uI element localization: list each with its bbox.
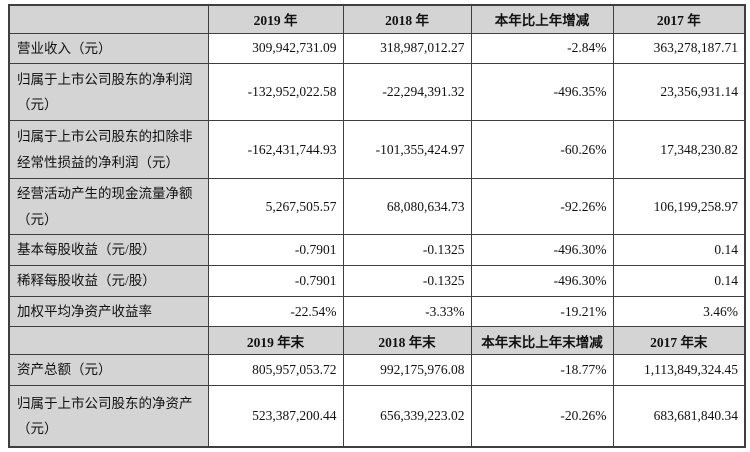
row-label: 稀释每股收益（元/股）: [8, 265, 209, 297]
header-row-annual: 2019 年 2018 年 本年比上年增减 2017 年: [8, 4, 746, 34]
value-2017: 1,113,849,324.45: [612, 354, 746, 386]
value-2019: 309,942,731.09: [207, 32, 344, 65]
table-row-operating-cash-flow: 经营活动产生的现金流量净额（元） 5,267,505.57 68,080,634…: [8, 178, 746, 236]
table-row-net-profit-excl-nonrecurring: 归属于上市公司股东的扣除非经常性损益的净利润（元） -162,431,744.9…: [8, 120, 746, 180]
table-row-weighted-avg-roe: 加权平均净资产收益率 -22.54% -3.33% -19.21% 3.46%: [8, 295, 746, 328]
table-row-net-profit: 归属于上市公司股东的净利润（元） -132,952,022.58 -22,294…: [8, 63, 746, 122]
row-label: 归属于上市公司股东的净资产（元）: [8, 384, 209, 448]
header-year-2017: 2017 年: [612, 4, 746, 34]
value-2018: -3.33%: [342, 295, 472, 328]
row-label: 归属于上市公司股东的净利润（元）: [8, 63, 209, 122]
row-label: 资产总额（元）: [8, 354, 209, 386]
header-yoy-change: 本年比上年增减: [470, 4, 614, 34]
row-label: 基本每股收益（元/股）: [8, 234, 209, 267]
value-2017: 0.14: [612, 234, 746, 267]
table-row-total-assets: 资产总额（元） 805,957,053.72 992,175,976.08 -1…: [8, 354, 746, 386]
header-end-2017: 2017 年末: [612, 326, 746, 356]
row-label: 归属于上市公司股东的扣除非经常性损益的净利润（元）: [8, 120, 209, 180]
value-2018: -101,355,424.97: [342, 120, 472, 180]
value-2018: 68,080,634.73: [342, 178, 472, 236]
header-end-2018: 2018 年末: [342, 326, 472, 356]
value-2018: 656,339,223.02: [342, 384, 472, 448]
table-row-basic-eps: 基本每股收益（元/股） -0.7901 -0.1325 -496.30% 0.1…: [8, 234, 746, 267]
row-label: 营业收入（元）: [8, 32, 209, 65]
value-2019: -132,952,022.58: [207, 63, 344, 122]
value-2018: 992,175,976.08: [342, 354, 472, 386]
header-empty-cell: [8, 326, 209, 356]
value-change: -60.26%: [470, 120, 614, 180]
value-change: -92.26%: [470, 178, 614, 236]
header-empty-cell: [8, 4, 209, 34]
value-2019: 5,267,505.57: [207, 178, 344, 236]
value-2018: -22,294,391.32: [342, 63, 472, 122]
header-year-2018: 2018 年: [342, 4, 472, 34]
table-row-diluted-eps: 稀释每股收益（元/股） -0.7901 -0.1325 -496.30% 0.1…: [8, 265, 746, 297]
value-2018: -0.1325: [342, 265, 472, 297]
value-change: -496.30%: [470, 265, 614, 297]
header-row-year-end: 2019 年末 2018 年末 本年末比上年末增减 2017 年末: [8, 326, 746, 356]
value-2019: -0.7901: [207, 234, 344, 267]
value-2017: 363,278,187.71: [612, 32, 746, 65]
value-change: -19.21%: [470, 295, 614, 328]
header-year-end-change: 本年末比上年末增减: [470, 326, 614, 356]
value-2019: -162,431,744.93: [207, 120, 344, 180]
value-2019: 805,957,053.72: [207, 354, 344, 386]
table-row-revenue: 营业收入（元） 309,942,731.09 318,987,012.27 -2…: [8, 32, 746, 65]
value-2017: 23,356,931.14: [612, 63, 746, 122]
value-change: -496.35%: [470, 63, 614, 122]
value-2019: 523,387,200.44: [207, 384, 344, 448]
value-2017: 0.14: [612, 265, 746, 297]
value-change: -496.30%: [470, 234, 614, 267]
value-change: -18.77%: [470, 354, 614, 386]
value-2019: -22.54%: [207, 295, 344, 328]
header-year-2019: 2019 年: [207, 4, 344, 34]
value-2017: 17,348,230.82: [612, 120, 746, 180]
value-2019: -0.7901: [207, 265, 344, 297]
row-label: 加权平均净资产收益率: [8, 295, 209, 328]
value-change: -2.84%: [470, 32, 614, 65]
value-2018: -0.1325: [342, 234, 472, 267]
financial-summary-table: 2019 年 2018 年 本年比上年增减 2017 年 营业收入（元） 309…: [8, 4, 746, 449]
row-label: 经营活动产生的现金流量净额（元）: [8, 178, 209, 236]
value-2017: 3.46%: [612, 295, 746, 328]
table-row-net-assets: 归属于上市公司股东的净资产（元） 523,387,200.44 656,339,…: [8, 384, 746, 448]
value-2017: 106,199,258.97: [612, 178, 746, 236]
value-2018: 318,987,012.27: [342, 32, 472, 65]
value-2017: 683,681,840.34: [612, 384, 746, 448]
value-change: -20.26%: [470, 384, 614, 448]
header-end-2019: 2019 年末: [207, 326, 344, 356]
